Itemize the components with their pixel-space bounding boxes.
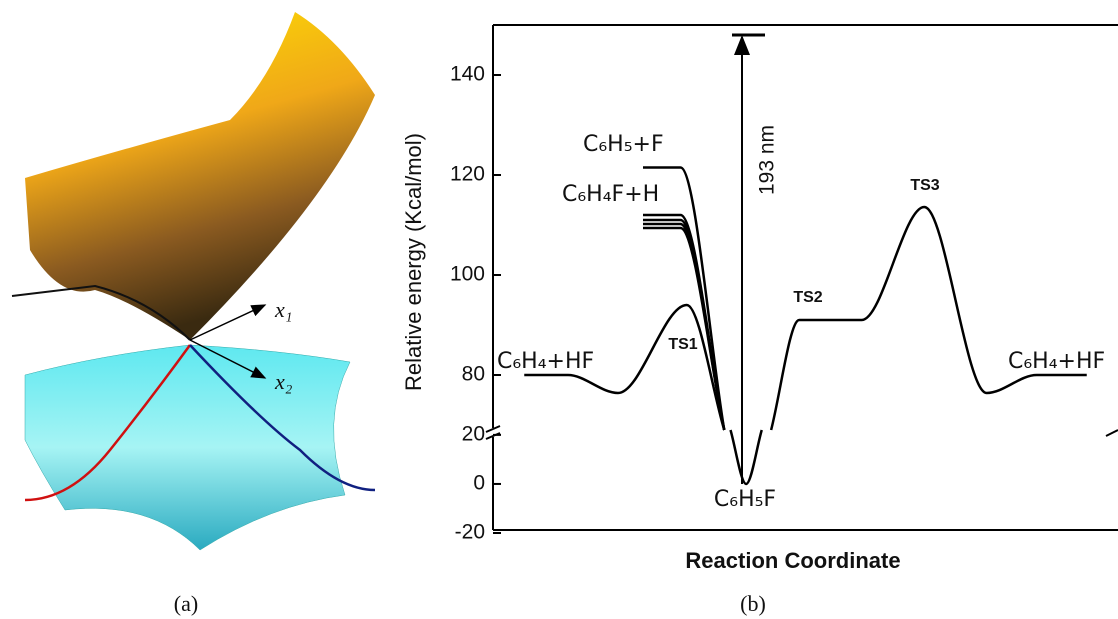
- y-tick-label: 120: [450, 163, 485, 186]
- annotation: C₆H₄+HF: [497, 349, 594, 374]
- x1-axis: [189, 304, 267, 341]
- annotation: C₆H₄F+H: [562, 182, 659, 207]
- energy-curve: [643, 213, 726, 431]
- annotation: C₆H₄+HF: [1008, 349, 1105, 374]
- lower-surface: [24, 344, 351, 551]
- y-tick-label: -20: [455, 521, 485, 544]
- panel-a: x₁ x₂: [11, 12, 376, 551]
- incoming-trajectory: [11, 284, 191, 341]
- annotation: TS1: [668, 336, 697, 353]
- annotation: TS2: [793, 289, 822, 306]
- energy-curve: [643, 166, 726, 431]
- y-axis-label: Relative energy (Kcal/mol): [401, 133, 426, 391]
- upper-surface: [25, 12, 375, 340]
- caption: (b): [740, 591, 766, 616]
- axis-break: [1105, 429, 1118, 437]
- y-tick-label: 80: [462, 363, 485, 386]
- energy-curve: [729, 429, 763, 486]
- annotation: C₆H₅+F: [583, 132, 664, 157]
- annotation: C₆H₅F: [714, 487, 776, 512]
- red-trajectory: [24, 344, 192, 502]
- y-tick-label: 140: [450, 63, 485, 86]
- x2-label: x₂: [274, 369, 293, 394]
- x2-axis: [189, 339, 267, 379]
- frame: [485, 24, 1118, 531]
- energy-curve: [643, 218, 726, 431]
- energy-curve: [643, 226, 726, 431]
- axis-break: [485, 425, 501, 433]
- x1-label: x₁: [274, 297, 292, 322]
- energy-curve: [524, 303, 726, 431]
- y-tick-label: 20: [462, 422, 485, 445]
- blue-trajectory: [189, 344, 376, 492]
- y-tick-label: 0: [473, 471, 485, 494]
- energy-curve: [643, 222, 726, 431]
- x-axis-label: Reaction Coordinate: [685, 548, 900, 573]
- photon-label: 193 nm: [756, 125, 779, 195]
- caption: (a): [174, 591, 198, 616]
- energy-curve: [769, 205, 1087, 431]
- y-tick-label: 100: [450, 263, 485, 286]
- annotation: TS3: [910, 177, 939, 194]
